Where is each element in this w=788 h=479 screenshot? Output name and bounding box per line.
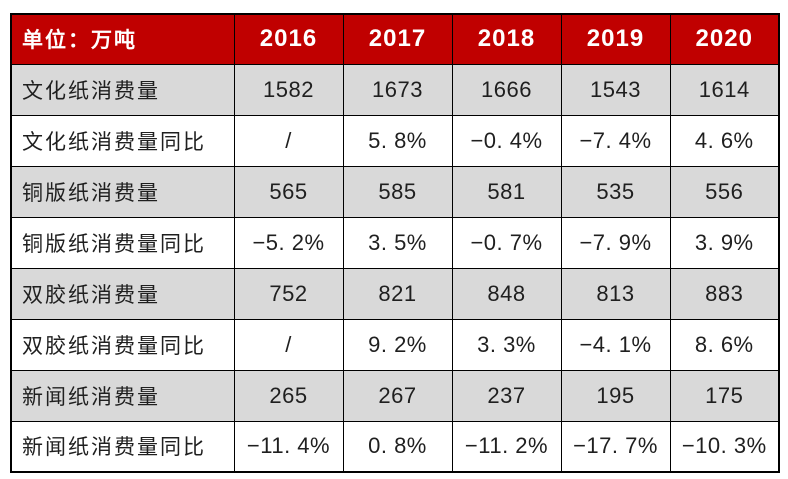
table-row-offset-paper-consumption: 双胶纸消费量 752 821 848 813 883 <box>10 267 780 320</box>
cell-value: −4. 1% <box>560 318 671 371</box>
col-header-2016: 2016 <box>233 13 344 65</box>
cell-value: −0. 7% <box>451 216 562 269</box>
row-label: 双胶纸消费量同比 <box>10 318 235 371</box>
table-row-cultural-paper-consumption: 文化纸消费量 1582 1673 1666 1543 1614 <box>10 63 780 116</box>
cell-value: 1582 <box>233 63 344 116</box>
cell-value: 565 <box>233 165 344 218</box>
table-row-offset-paper-yoy: 双胶纸消费量同比 / 9. 2% 3. 3% −4. 1% 8. 6% <box>10 318 780 371</box>
cell-value: 175 <box>669 369 780 422</box>
cell-value: 1666 <box>451 63 562 116</box>
row-label: 新闻纸消费量 <box>10 369 235 422</box>
cell-value: 8. 6% <box>669 318 780 371</box>
cell-value: / <box>233 114 344 167</box>
cell-value: 585 <box>342 165 453 218</box>
row-label: 新闻纸消费量同比 <box>10 420 235 473</box>
col-header-2018: 2018 <box>451 13 562 65</box>
cell-value: 1673 <box>342 63 453 116</box>
cell-value: −11. 2% <box>451 420 562 473</box>
cell-value: −10. 3% <box>669 420 780 473</box>
cell-value: 267 <box>342 369 453 422</box>
cell-value: −7. 4% <box>560 114 671 167</box>
cell-value: 5. 8% <box>342 114 453 167</box>
row-label: 双胶纸消费量 <box>10 267 235 320</box>
col-header-2019: 2019 <box>560 13 671 65</box>
cell-value: 237 <box>451 369 562 422</box>
cell-value: 1543 <box>560 63 671 116</box>
cell-value: 195 <box>560 369 671 422</box>
cell-value: 821 <box>342 267 453 320</box>
cell-value: 813 <box>560 267 671 320</box>
table-row-coated-paper-yoy: 铜版纸消费量同比 −5. 2% 3. 5% −0. 7% −7. 9% 3. 9… <box>10 216 780 269</box>
cell-value: 9. 2% <box>342 318 453 371</box>
row-label: 铜版纸消费量 <box>10 165 235 218</box>
cell-value: 0. 8% <box>342 420 453 473</box>
table-row-coated-paper-consumption: 铜版纸消费量 565 585 581 535 556 <box>10 165 780 218</box>
paper-consumption-table: 单位：万吨 2016 2017 2018 2019 2020 文化纸消费量 15… <box>10 13 780 473</box>
cell-value: 848 <box>451 267 562 320</box>
cell-value: 556 <box>669 165 780 218</box>
table-row-cultural-paper-yoy: 文化纸消费量同比 / 5. 8% −0. 4% −7. 4% 4. 6% <box>10 114 780 167</box>
row-label: 文化纸消费量同比 <box>10 114 235 167</box>
cell-value: 752 <box>233 267 344 320</box>
cell-value: 265 <box>233 369 344 422</box>
cell-value: 1614 <box>669 63 780 116</box>
cell-value: 3. 9% <box>669 216 780 269</box>
cell-value: −11. 4% <box>233 420 344 473</box>
header-row: 单位：万吨 2016 2017 2018 2019 2020 <box>10 13 780 65</box>
row-label: 文化纸消费量 <box>10 63 235 116</box>
cell-value: / <box>233 318 344 371</box>
cell-value: 581 <box>451 165 562 218</box>
table-row-newsprint-consumption: 新闻纸消费量 265 267 237 195 175 <box>10 369 780 422</box>
cell-value: 3. 5% <box>342 216 453 269</box>
col-header-2020: 2020 <box>669 13 780 65</box>
cell-value: −0. 4% <box>451 114 562 167</box>
table-row-newsprint-yoy: 新闻纸消费量同比 −11. 4% 0. 8% −11. 2% −17. 7% −… <box>10 420 780 473</box>
cell-value: −5. 2% <box>233 216 344 269</box>
cell-value: −7. 9% <box>560 216 671 269</box>
cell-value: 3. 3% <box>451 318 562 371</box>
cell-value: 883 <box>669 267 780 320</box>
col-header-2017: 2017 <box>342 13 453 65</box>
cell-value: 4. 6% <box>669 114 780 167</box>
cell-value: 535 <box>560 165 671 218</box>
unit-header-cell: 单位：万吨 <box>10 13 235 65</box>
row-label: 铜版纸消费量同比 <box>10 216 235 269</box>
cell-value: −17. 7% <box>560 420 671 473</box>
